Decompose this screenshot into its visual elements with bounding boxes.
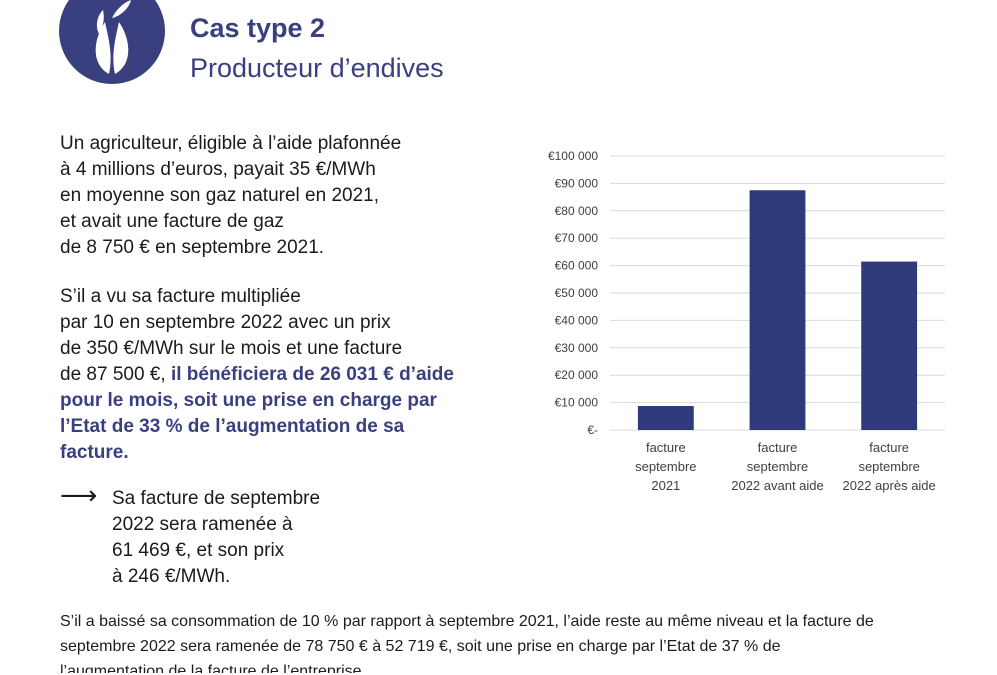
result-line: à 246 €/MWh. xyxy=(112,566,231,587)
scenario-line: par 10 en septembre 2022 avec un prix xyxy=(60,312,391,333)
x-tick-label-line: septembre xyxy=(858,459,919,474)
y-tick-label: €30 000 xyxy=(555,341,599,355)
y-tick-label: €20 000 xyxy=(555,368,599,382)
y-tick-label: €- xyxy=(587,423,598,437)
intro-paragraph: Un agriculteur, éligible à l’aide plafon… xyxy=(60,131,401,261)
footer-line: septembre 2022 sera ramenée de 78 750 € … xyxy=(60,638,781,655)
y-tick-label: €80 000 xyxy=(555,204,599,218)
y-tick-label: €40 000 xyxy=(555,313,599,327)
footer-paragraph: S’il a baissé sa consommation de 10 % pa… xyxy=(60,609,980,673)
page-subtitle: Producteur d’endives xyxy=(190,53,444,83)
bar xyxy=(637,406,694,430)
x-tick-label: facture septembre 2022 après aide xyxy=(843,440,936,493)
aid-highlight: il bénéficiera de 26 031 € d’aide xyxy=(170,364,454,385)
x-tick-label: facture septembre 2021 xyxy=(635,440,696,493)
page-title: Cas type 2 xyxy=(190,13,326,43)
x-tick-label-line: facture xyxy=(646,440,686,455)
result-line: 2022 sera ramenée à xyxy=(112,514,293,535)
arrow-right-icon: ⟶ xyxy=(60,480,98,510)
y-tick-label: €90 000 xyxy=(555,176,599,190)
endive-icon xyxy=(95,0,131,74)
highlight-line: pour le mois, soit une prise en charge p… xyxy=(60,390,437,411)
x-tick-label-line: facture xyxy=(758,440,798,455)
intro-line: en moyenne son gaz naturel en 2021, xyxy=(60,185,380,206)
footer-line: S’il a baissé sa consommation de 10 % pa… xyxy=(60,613,874,630)
x-tick-label-line: 2022 avant aide xyxy=(731,478,824,493)
result-line: Sa facture de septembre xyxy=(112,488,321,509)
scenario-line: de 87 500 €, il bénéficiera de 26 031 € … xyxy=(60,362,454,388)
result-block: Sa facture de septembre 2022 sera ramené… xyxy=(112,486,320,590)
intro-line: de 8 750 € en septembre 2021. xyxy=(60,237,325,258)
x-tick-label: facture septembre 2022 avant aide xyxy=(731,440,824,493)
scenario-line-start: de 87 500 €, xyxy=(60,364,171,385)
endive-logo xyxy=(59,0,165,84)
result-line: 61 469 €, et son prix xyxy=(112,540,285,561)
y-tick-label: €50 000 xyxy=(555,286,599,300)
x-tick-label-line: facture xyxy=(869,440,909,455)
bar xyxy=(861,261,918,430)
footer-line: l’augmentation de la facture de l’entrep… xyxy=(60,663,366,673)
bar-chart: €- €10 000 €20 000 €30 000 €40 000 €50 000 €60… xyxy=(548,149,945,493)
x-tick-label-line: septembre xyxy=(747,459,808,474)
x-tick-label-line: 2022 après aide xyxy=(843,478,936,493)
x-tick-label-line: 2021 xyxy=(651,478,680,493)
scenario-line: de 350 €/MWh sur le mois et une facture xyxy=(60,338,403,359)
scenario-paragraph: S’il a vu sa facture multipliée par 10 e… xyxy=(60,284,454,466)
y-tick-label: €100 000 xyxy=(548,149,598,163)
highlight-line: facture. xyxy=(60,442,129,463)
intro-line: à 4 millions d’euros, payait 35 €/MWh xyxy=(60,159,376,180)
intro-line: Un agriculteur, éligible à l’aide plafon… xyxy=(60,133,402,154)
y-tick-label: €60 000 xyxy=(555,259,599,273)
scenario-line: S’il a vu sa facture multipliée xyxy=(60,286,301,307)
highlight-line: l’Etat de 33 % de l’augmentation de sa xyxy=(60,416,405,437)
bar xyxy=(749,190,806,430)
x-tick-label-line: septembre xyxy=(635,459,696,474)
y-tick-label: €70 000 xyxy=(555,231,599,245)
intro-line: et avait une facture de gaz xyxy=(60,211,284,232)
y-tick-label: €10 000 xyxy=(555,396,599,410)
